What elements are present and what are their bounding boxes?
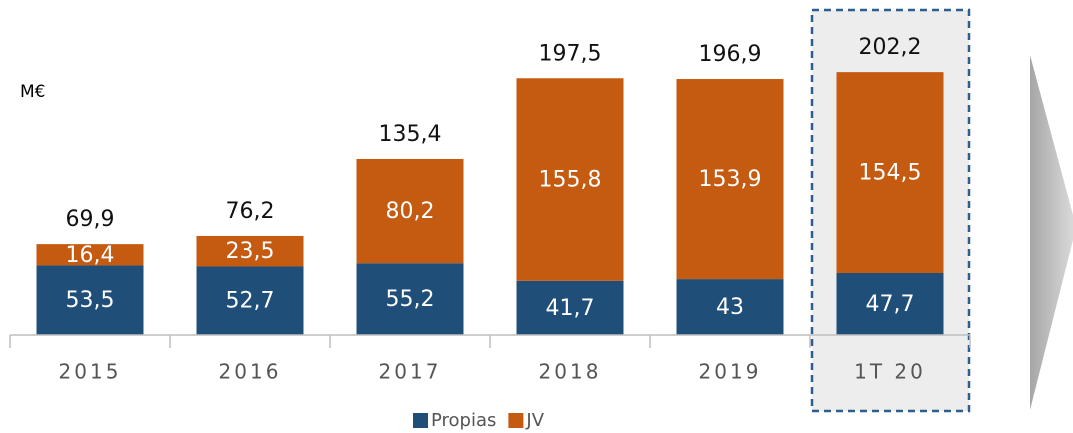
- arrow: [1030, 55, 1073, 410]
- bar-segment: [36, 265, 144, 335]
- value-label: 80,2: [386, 199, 435, 224]
- legend-label: Propias: [431, 410, 496, 431]
- bar-segment: [196, 266, 304, 335]
- value-label: 41,7: [546, 296, 595, 321]
- total-label: 196,9: [699, 42, 762, 67]
- bar-segment: [676, 79, 784, 280]
- total-label: 197,5: [539, 41, 602, 66]
- total-label: 69,9: [66, 207, 115, 232]
- x-tick-label: 2015: [59, 360, 122, 384]
- bar-segment: [516, 280, 624, 335]
- value-label: 16,4: [66, 243, 115, 268]
- x-tick-label: 2016: [219, 360, 282, 384]
- x-tick-label: 2018: [539, 360, 602, 384]
- total-label: 202,2: [859, 35, 922, 60]
- legend-label: JV: [525, 410, 544, 431]
- value-label: 153,9: [699, 167, 762, 192]
- bar-segment: [356, 158, 464, 264]
- bar-segment: [196, 235, 304, 267]
- total-label: 135,4: [379, 122, 442, 147]
- bar-segment: [836, 272, 944, 335]
- bar-segment: [676, 279, 784, 335]
- bar-segment: [516, 78, 624, 281]
- x-tick-label: 2017: [379, 360, 442, 384]
- value-label: 23,5: [226, 239, 275, 264]
- bar-segment: [36, 244, 144, 266]
- legend-swatch: [413, 413, 428, 428]
- bar-segment: [356, 263, 464, 335]
- value-label: 55,2: [386, 287, 435, 312]
- x-tick-label: 2019: [699, 360, 762, 384]
- value-label: 43: [716, 295, 744, 320]
- total-label: 76,2: [226, 199, 275, 224]
- value-label: 47,7: [866, 292, 915, 317]
- bar-segment: [836, 72, 944, 273]
- value-label: 154,5: [859, 161, 922, 186]
- x-tick-label: 1T 20: [854, 360, 926, 384]
- value-label: 52,7: [226, 289, 275, 314]
- unit-label: M€: [20, 82, 45, 102]
- legend-swatch: [508, 413, 524, 428]
- value-label: 53,5: [66, 288, 115, 313]
- value-label: 155,8: [539, 168, 602, 193]
